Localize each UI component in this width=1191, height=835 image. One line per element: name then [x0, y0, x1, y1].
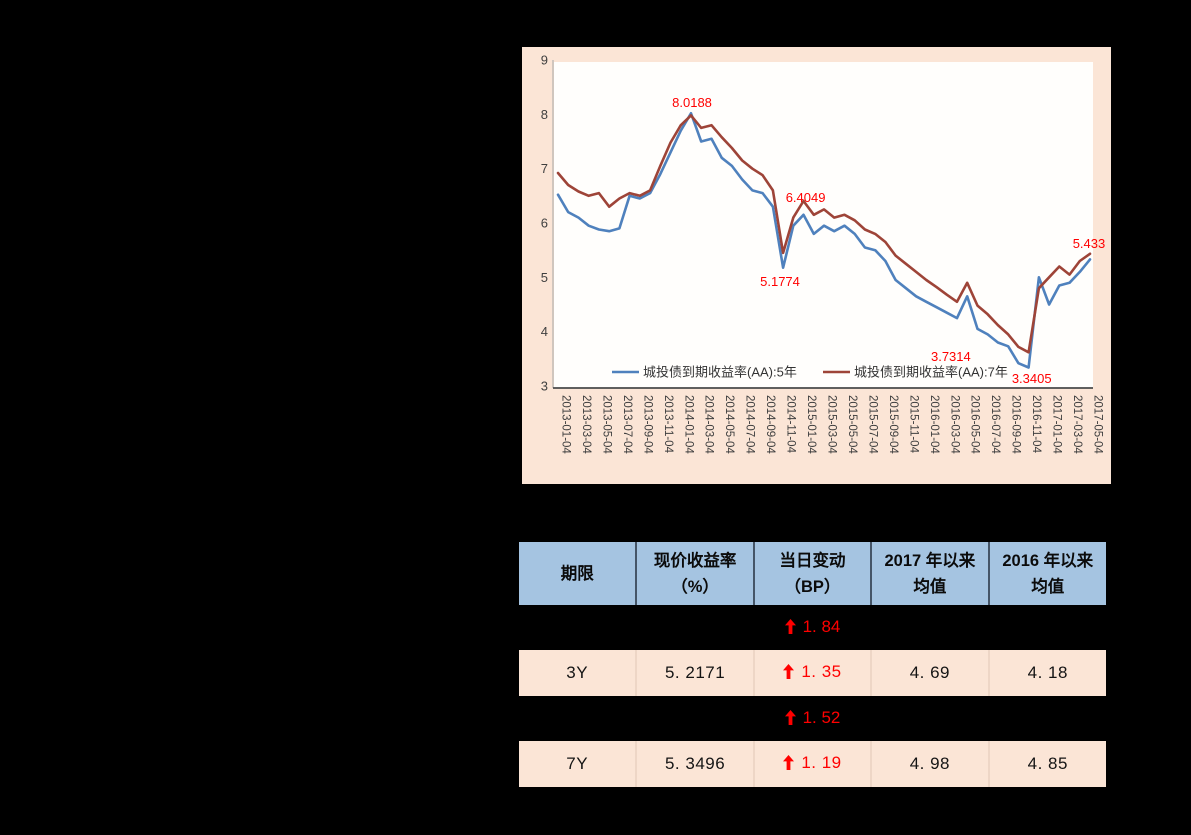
- change-cell: 1. 19: [753, 741, 873, 787]
- avg-2017-cell: [871, 696, 988, 741]
- table-row-spacer: 1. 52: [519, 696, 1106, 741]
- x-axis-tick-label: 2015-03-04: [826, 395, 838, 454]
- y-axis-tick-label: 4: [541, 324, 548, 339]
- change-cell: 1. 84: [754, 605, 871, 650]
- up-arrow-icon: [784, 709, 796, 730]
- change-value: 1. 52: [802, 707, 841, 727]
- avg-2017-cell: [871, 605, 988, 650]
- x-axis-tick-label: 2013-03-04: [580, 395, 592, 454]
- yield-line-chart: 3 4 5 6 7 8 9 2013-01-04 2013-03-04 2013-05-04 201…: [522, 47, 1111, 484]
- table-row-7y: 7Y 5. 3496 1. 19 4. 98 4. 85: [519, 741, 1106, 787]
- x-axis-tick-label: 2015-11-04: [907, 395, 919, 454]
- x-axis-tick-label: 2016-11-04: [1030, 395, 1042, 454]
- x-axis-tick-label: 2017-03-04: [1071, 395, 1083, 454]
- x-axis-tick-label: 2016-01-04: [928, 395, 940, 454]
- x-axis-tick-label: 2014-07-04: [744, 395, 756, 454]
- x-axis-tick-label: 2016-05-04: [969, 395, 981, 454]
- x-axis-tick-label: 2013-11-04: [662, 395, 674, 454]
- column-header-line1: 期限: [560, 564, 594, 583]
- up-arrow-icon: [783, 755, 795, 775]
- x-axis-tick-label: 2016-09-04: [1010, 395, 1022, 454]
- x-axis-tick-label: 2013-07-04: [621, 395, 633, 454]
- x-axis-tick-label: 2014-05-04: [723, 395, 735, 454]
- change-cell: 1. 52: [754, 696, 871, 741]
- y-axis-tick-label: 3: [541, 379, 548, 394]
- data-point-label: 3.3405: [1012, 371, 1052, 386]
- yield-cell: 5. 3496: [636, 741, 755, 787]
- column-header-line1: 当日变动: [779, 551, 846, 570]
- column-header-line1: 2016 年以来: [1002, 551, 1094, 570]
- x-axis-tick-label: 2017-05-04: [1092, 395, 1104, 454]
- x-axis-tick-label: 2015-09-04: [887, 395, 899, 454]
- avg-2016-cell: 4. 85: [988, 741, 1106, 787]
- x-axis-tick-label: 2013-01-04: [560, 395, 572, 454]
- column-header-line2: 均值: [1031, 577, 1065, 596]
- yield-table-panel: 期限 现价收益率 （%） 当日变动 （BP） 2017 年以来 均值 2016 年以来 均值 1.…: [519, 542, 1106, 787]
- column-header-line1: 2017 年以来: [884, 551, 976, 570]
- table-row-3y: 3Y 5. 2171 1. 35 4. 69 4. 18: [519, 650, 1106, 696]
- column-header: 2016 年以来 均值: [988, 542, 1106, 605]
- column-header: 期限: [519, 542, 638, 605]
- column-header-line1: 现价收益率: [653, 551, 737, 570]
- data-point-label: 8.0188: [672, 95, 712, 110]
- column-header: 现价收益率 （%）: [636, 542, 755, 605]
- avg-2016-cell: [989, 605, 1106, 650]
- data-point-label: 5.1774: [760, 274, 800, 289]
- tenor-cell: [519, 696, 636, 741]
- change-cell: 1. 35: [753, 650, 873, 696]
- series-line-5y: [556, 112, 1092, 369]
- tenor-cell: [519, 605, 636, 650]
- column-header: 2017 年以来 均值: [871, 542, 990, 605]
- yield-chart-panel: 3 4 5 6 7 8 9 2013-01-04 2013-03-04 2013-05-04 201…: [522, 47, 1111, 484]
- yield-cell: [636, 696, 753, 741]
- x-axis-tick-label: 2015-07-04: [866, 395, 878, 454]
- column-header-line2: 均值: [913, 577, 947, 596]
- data-point-label: 6.4049: [786, 190, 826, 205]
- up-arrow-icon: [784, 618, 796, 639]
- x-axis-tick-label: 2013-09-04: [641, 395, 653, 454]
- yield-table: 期限 现价收益率 （%） 当日变动 （BP） 2017 年以来 均值 2016 年以来 均值 1.…: [519, 542, 1106, 787]
- y-axis-tick-label: 8: [541, 107, 548, 122]
- x-axis-tick-label: 2014-03-04: [703, 395, 715, 454]
- column-header-line2: （%）: [671, 577, 719, 596]
- tenor-cell: 7Y: [519, 741, 638, 787]
- y-axis-tick-label: 6: [541, 216, 548, 231]
- x-axis-tick-label: 2014-11-04: [785, 395, 797, 454]
- data-point-label: 5.433: [1073, 236, 1106, 251]
- legend-label: 城投债到期收益率(AA):5年: [643, 365, 797, 380]
- change-value: 1. 84: [802, 616, 841, 636]
- legend-label: 城投债到期收益率(AA):7年: [854, 365, 1008, 380]
- change-value: 1. 35: [801, 662, 842, 681]
- x-axis-tick-label: 2014-01-04: [682, 395, 694, 454]
- x-axis-tick-label: 2013-05-04: [600, 395, 612, 454]
- yield-cell: 5. 2171: [636, 650, 755, 696]
- x-axis-tick-label: 2016-07-04: [989, 395, 1001, 454]
- x-axis-tick-label: 2015-05-04: [846, 395, 858, 454]
- yield-cell: [636, 605, 753, 650]
- table-header-row: 期限 现价收益率 （%） 当日变动 （BP） 2017 年以来 均值 2016 年以来 均值: [519, 542, 1106, 605]
- avg-2017-cell: 4. 98: [871, 741, 990, 787]
- x-axis-tick-label: 2016-03-04: [948, 395, 960, 454]
- up-arrow-icon: [783, 664, 795, 684]
- avg-2016-cell: [989, 696, 1106, 741]
- x-axis-tick-label: 2014-09-04: [764, 395, 776, 454]
- y-axis-tick-label: 9: [541, 53, 548, 68]
- table-row-spacer: 1. 84: [519, 605, 1106, 650]
- x-axis-tick-label: 2017-01-04: [1051, 395, 1063, 454]
- change-value: 1. 19: [801, 753, 842, 772]
- x-axis-tick-label: 2015-01-04: [805, 395, 817, 454]
- column-header-line2: （BP）: [784, 577, 841, 596]
- avg-2017-cell: 4. 69: [871, 650, 990, 696]
- y-axis-tick-label: 5: [541, 270, 548, 285]
- column-header: 当日变动 （BP）: [753, 542, 873, 605]
- y-axis-tick-label: 7: [541, 161, 548, 176]
- data-point-label: 3.7314: [931, 349, 971, 364]
- tenor-cell: 3Y: [519, 650, 638, 696]
- series-line-7y: [556, 114, 1092, 354]
- avg-2016-cell: 4. 18: [988, 650, 1106, 696]
